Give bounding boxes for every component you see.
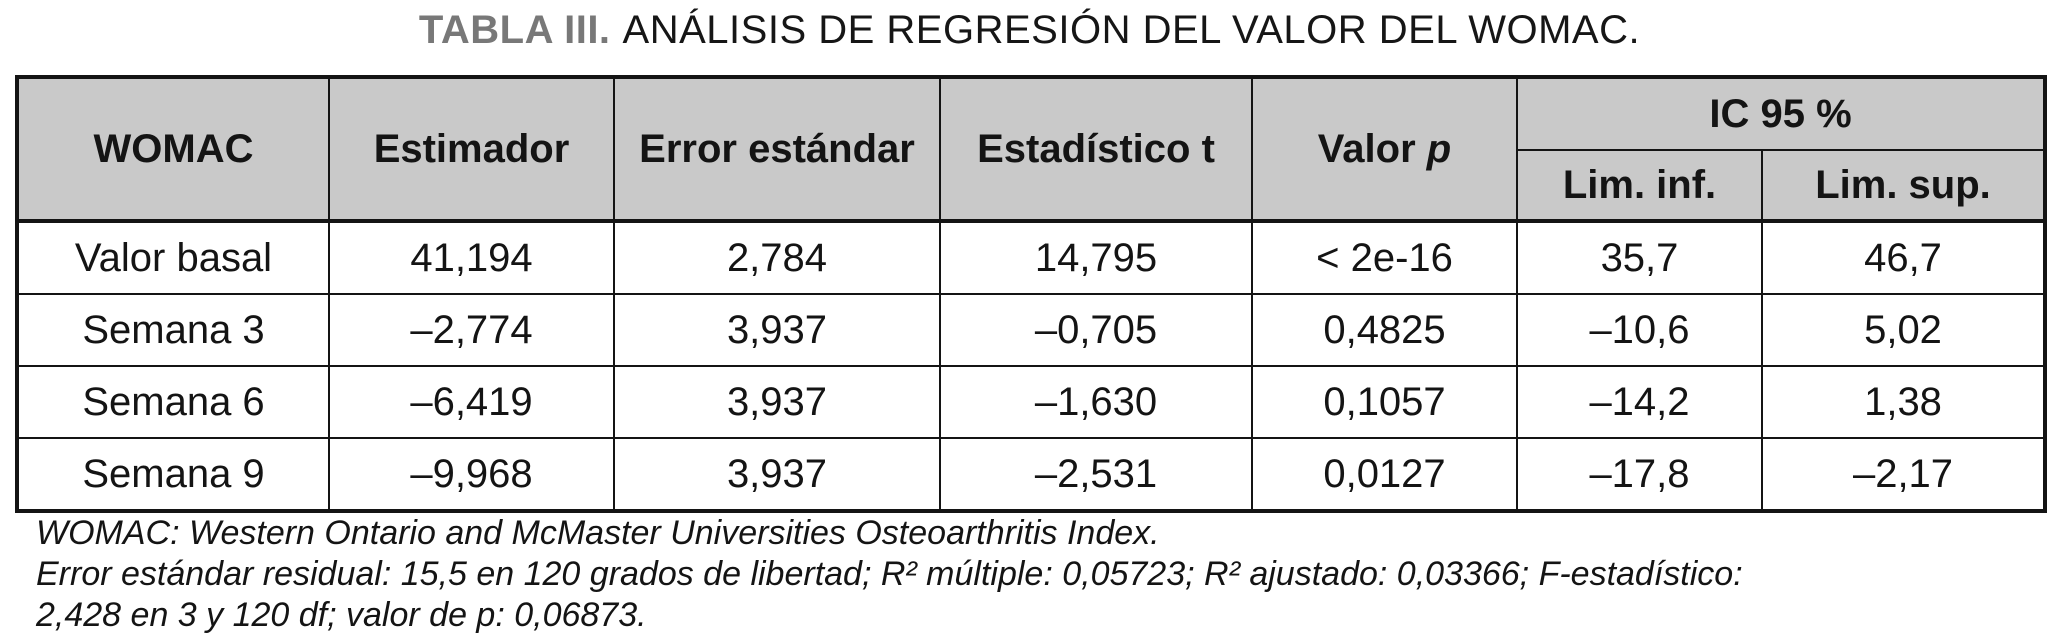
table-row: Semana 3 –2,774 3,937 –0,705 0,4825 –10,… [16, 293, 2047, 367]
error-estandar-cell: 3,937 [613, 437, 941, 512]
header-womac: WOMAC [16, 76, 330, 222]
header-ic95: IC 95 % [1515, 76, 2047, 151]
estadistico-t-cell: 14,795 [939, 220, 1253, 295]
table-body: Valor basal 41,194 2,784 14,795 < 2e-16 … [16, 220, 2047, 512]
footnote-line-2: Error estándar residual: 15,5 en 120 gra… [36, 555, 1743, 593]
regression-table: WOMAC Estimador Error estándar Estadísti… [15, 75, 2048, 513]
estimador-cell: –6,419 [328, 365, 615, 439]
header-estadistico-t: Estadístico t [939, 76, 1253, 222]
lim-inf-cell: –10,6 [1516, 293, 1763, 367]
table-row: Valor basal 41,194 2,784 14,795 < 2e-16 … [16, 220, 2047, 295]
row-label-cell: Semana 3 [16, 293, 330, 367]
estadistico-t-cell: –2,531 [939, 437, 1253, 512]
estimador-cell: –9,968 [328, 437, 615, 512]
footnote-line-3: 2,428 en 3 y 120 df; valor de p: 0,06873… [36, 596, 647, 634]
error-estandar-cell: 3,937 [613, 365, 941, 439]
lim-inf-cell: 35,7 [1516, 220, 1763, 295]
error-estandar-cell: 2,784 [613, 220, 941, 295]
table-title-text: ANÁLISIS DE REGRESIÓN DEL VALOR DEL WOMA… [622, 8, 1641, 52]
lim-sup-cell: –2,17 [1760, 437, 2047, 512]
estadistico-t-cell: –1,630 [939, 365, 1253, 439]
estadistico-t-cell: –0,705 [939, 293, 1253, 367]
valor-p-cell: 0,1057 [1251, 365, 1518, 439]
table-row: Semana 9 –9,968 3,937 –2,531 0,0127 –17,… [16, 437, 2047, 512]
lim-inf-cell: –17,8 [1516, 437, 1763, 512]
header-lim-sup: Lim. sup. [1760, 149, 2047, 222]
lim-sup-cell: 46,7 [1760, 220, 2047, 295]
header-row-sub: Lim. inf. Lim. sup. [17, 149, 2047, 222]
header-valor-p-symbol: p [1426, 126, 1452, 171]
footnote-line-1: WOMAC: Western Ontario and McMaster Univ… [36, 514, 1160, 552]
table-row: Semana 6 –6,419 3,937 –1,630 0,1057 –14,… [16, 365, 2047, 439]
header-lim-inf: Lim. inf. [1516, 149, 1763, 222]
table-title: TABLA III. ANÁLISIS DE REGRESIÓN DEL VALO… [0, 8, 2059, 53]
header-valor-p-prefix: Valor [1317, 126, 1416, 171]
header-row-main: WOMAC Estimador Error estándar Estadísti… [16, 76, 2047, 222]
lim-inf-cell: –14,2 [1516, 365, 1763, 439]
header-estimador: Estimador [328, 76, 615, 222]
valor-p-cell: 0,4825 [1251, 293, 1518, 367]
estimador-cell: 41,194 [328, 220, 615, 295]
lim-sup-cell: 5,02 [1760, 293, 2047, 367]
valor-p-cell: 0,0127 [1251, 437, 1518, 512]
header-valor-p: Valor p [1251, 76, 1518, 222]
row-label-cell: Semana 9 [16, 437, 330, 512]
row-label-cell: Semana 6 [16, 365, 330, 439]
header-error-estandar: Error estándar [613, 76, 941, 222]
row-label-cell: Valor basal [16, 220, 330, 295]
valor-p-cell: < 2e-16 [1251, 220, 1518, 295]
table-title-label: TABLA III. [418, 8, 611, 52]
table-header: WOMAC Estimador Error estándar Estadísti… [16, 76, 2047, 222]
error-estandar-cell: 3,937 [613, 293, 941, 367]
table-footnotes: WOMAC: Western Ontario and McMaster Univ… [36, 513, 2026, 636]
lim-sup-cell: 1,38 [1760, 365, 2047, 439]
estimador-cell: –2,774 [328, 293, 615, 367]
